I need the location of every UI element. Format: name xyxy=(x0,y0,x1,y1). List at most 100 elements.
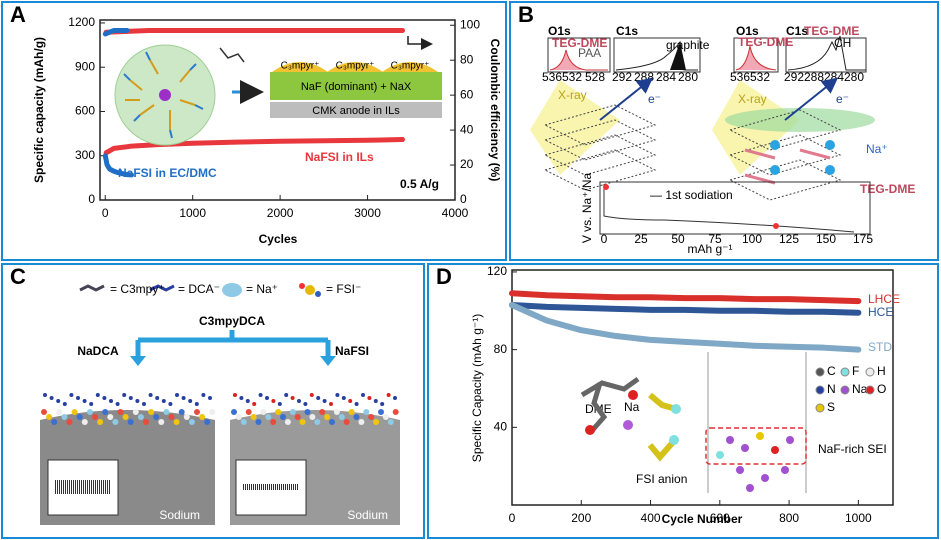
na-label: Na⁺ xyxy=(866,142,888,156)
particle xyxy=(199,414,206,420)
spectrum-tick: 536 xyxy=(730,70,750,84)
particle xyxy=(270,419,277,425)
element-swatch xyxy=(840,367,850,377)
ion xyxy=(194,402,199,406)
y-tick-label: 80 xyxy=(494,342,508,356)
particle xyxy=(289,409,296,415)
ion xyxy=(265,396,269,400)
particle xyxy=(250,414,257,420)
ion xyxy=(393,396,397,400)
ion xyxy=(348,399,353,403)
ion xyxy=(82,399,87,403)
ion xyxy=(373,399,378,403)
atom xyxy=(585,425,595,435)
annotation: FSI anion xyxy=(636,472,687,486)
dme-molecule xyxy=(580,376,640,435)
series-line xyxy=(509,301,862,316)
series-line xyxy=(102,153,134,178)
ion xyxy=(102,396,107,400)
x-tick-label: 3000 xyxy=(354,206,381,220)
particle xyxy=(363,409,370,415)
atom xyxy=(781,466,789,474)
naf-box xyxy=(705,427,807,465)
spectrum-tick: 280 xyxy=(844,70,864,84)
spectrum-tick: 288 xyxy=(634,70,654,84)
atom xyxy=(771,446,779,454)
element-label: S xyxy=(827,400,835,414)
naf-layer xyxy=(270,72,442,100)
electron-arrow xyxy=(599,77,654,121)
na-ion xyxy=(159,89,171,101)
particle xyxy=(255,419,262,425)
ion xyxy=(142,402,146,406)
ion xyxy=(115,402,120,406)
series-line xyxy=(103,27,406,35)
ion xyxy=(277,402,282,406)
x-tick-label: 800 xyxy=(779,511,799,525)
particle xyxy=(46,414,53,420)
particle xyxy=(97,419,104,425)
spectrum-title: O1s xyxy=(736,24,759,38)
spectrum xyxy=(670,42,686,70)
element-label: H xyxy=(877,364,886,378)
icon xyxy=(305,285,315,295)
spectrum-tick: 528 xyxy=(585,70,605,84)
voltage-tick: 175 xyxy=(853,232,873,246)
ion xyxy=(49,396,54,400)
y2-tick-label: 80 xyxy=(460,52,474,66)
ion xyxy=(161,399,166,403)
xray-label: X-ray xyxy=(558,88,587,102)
spectrum-label: TEG-DME xyxy=(738,35,793,49)
legend-text: = DCA⁻ xyxy=(178,282,220,296)
panel-frame xyxy=(427,263,939,539)
panel-label: A xyxy=(10,2,26,27)
ion xyxy=(309,393,314,397)
icon xyxy=(222,283,242,297)
voltage-tick: 100 xyxy=(742,232,762,246)
panel-label: B xyxy=(518,2,534,27)
spectrum-tick: 292 xyxy=(784,70,804,84)
atom xyxy=(756,432,764,440)
atom xyxy=(726,436,734,444)
particle xyxy=(240,419,247,425)
series-line xyxy=(102,27,130,37)
spectrum-tick: 536 xyxy=(542,70,562,84)
atom xyxy=(669,435,679,445)
inset-text: C₃mpyr⁺ xyxy=(336,61,375,72)
spectrum-tick: 292 xyxy=(612,70,632,84)
plot-frame xyxy=(511,269,894,506)
marker xyxy=(603,184,609,190)
image-label: Sodium xyxy=(159,508,200,522)
particle xyxy=(51,419,58,425)
ion xyxy=(76,396,80,400)
atom xyxy=(623,420,633,430)
x-tick-label: 2000 xyxy=(267,206,294,220)
particle xyxy=(41,409,47,415)
particle xyxy=(324,414,331,420)
icon xyxy=(79,284,105,292)
ion xyxy=(135,399,140,403)
compound-label: C3mpyDCA xyxy=(199,314,265,328)
x-tick-label: 400 xyxy=(641,511,661,525)
ion xyxy=(69,393,74,397)
particle xyxy=(112,419,119,425)
cation-sketch xyxy=(219,47,245,63)
ion xyxy=(201,393,206,397)
panel-label: C xyxy=(10,264,26,289)
y-tick-label: 1200 xyxy=(68,15,95,29)
annotation: NaF-rich SEI xyxy=(818,442,887,456)
series-label: NaFSI in ILs xyxy=(305,150,374,164)
element-swatch xyxy=(815,385,825,395)
ion xyxy=(239,396,244,400)
x-tick-label: 600 xyxy=(710,511,730,525)
panel-b: O1s C1s TEG-DME PAA graphite O1s C1s TEG… xyxy=(530,24,915,256)
particle xyxy=(107,414,114,420)
y2-tick-label: 60 xyxy=(460,87,474,101)
cation-layer xyxy=(272,62,438,72)
x-tick-label: 1000 xyxy=(179,206,206,220)
ion xyxy=(245,399,250,403)
element-label: O xyxy=(877,382,886,396)
annotation: Na xyxy=(624,400,640,414)
ion xyxy=(252,402,257,406)
